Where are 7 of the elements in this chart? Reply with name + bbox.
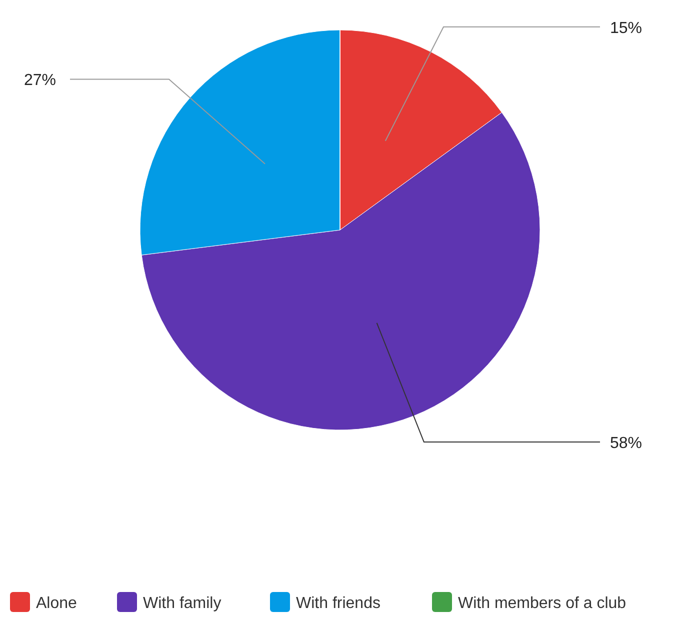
data-label: 27%: [24, 72, 56, 90]
data-label: 58%: [610, 434, 642, 452]
legend-label: Alone: [36, 595, 78, 612]
legend-label: With family: [143, 595, 222, 612]
legend-label: With members of a club: [458, 595, 626, 612]
legend-label: With friends: [296, 595, 380, 612]
data-label: 15%: [610, 20, 642, 37]
